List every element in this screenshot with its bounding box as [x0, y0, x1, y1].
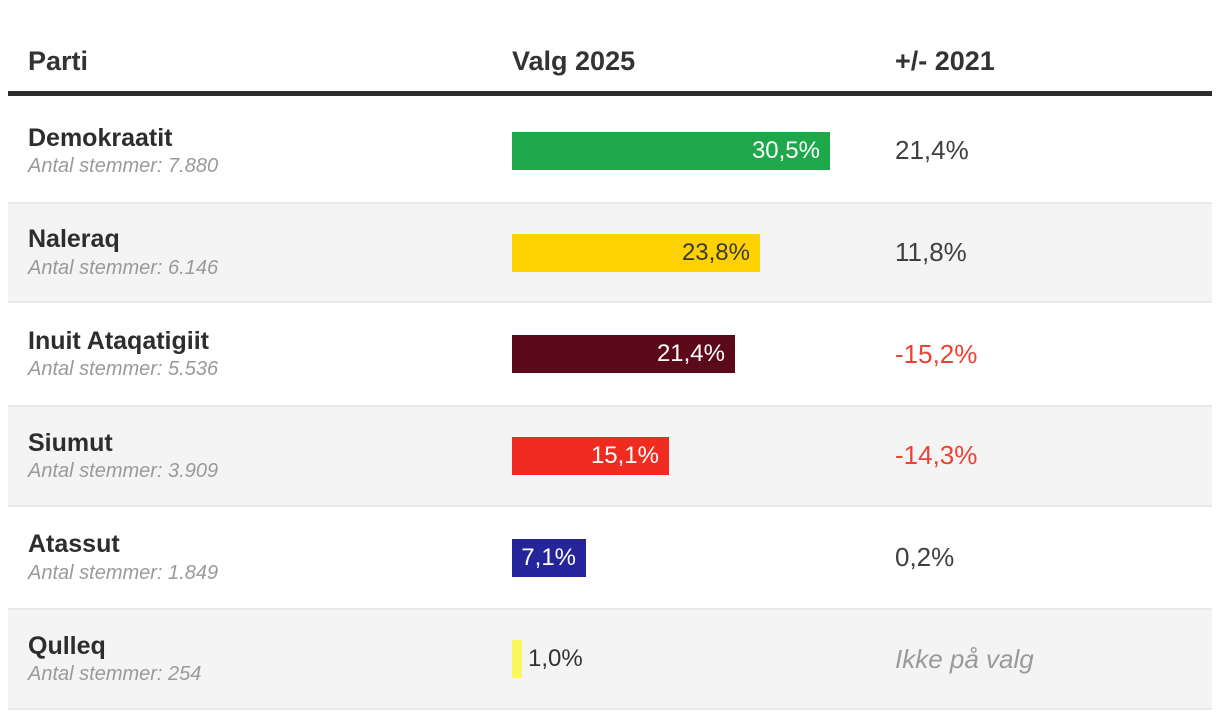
result-value: 15,1% [590, 441, 659, 469]
result-bar-cell: 30,5% [512, 131, 895, 170]
table-row: Inuit Ataqatigiit Antal stemmer: 5.536 2… [8, 303, 1212, 405]
party-name: Naleraq [28, 225, 120, 254]
delta-value: Ikke på valg [895, 643, 1034, 674]
table-row: Demokraatit Antal stemmer: 7.880 30,5% 2… [8, 100, 1212, 202]
result-bar-cell: 1,0% [512, 640, 895, 679]
party-name: Atassut [28, 530, 120, 559]
party-name: Demokraatit [28, 123, 173, 152]
result-bar-cell: 7,1% [512, 538, 895, 577]
result-value: 23,8% [681, 238, 750, 266]
delta-value: -14,3% [895, 440, 978, 471]
election-results-table: Parti Valg 2025 +/- 2021 Demokraatit Ant… [8, 0, 1212, 711]
result-bar-cell: 23,8% [512, 233, 895, 272]
party-cell: Demokraatit Antal stemmer: 7.880 [8, 123, 512, 177]
result-bar-cell: 21,4% [512, 335, 895, 374]
party-cell: Naleraq Antal stemmer: 6.146 [8, 226, 512, 278]
column-header-result: Valg 2025 [512, 46, 636, 76]
table-row: Qulleq Antal stemmer: 254 1,0% Ikke på v… [8, 608, 1212, 711]
table-row: Naleraq Antal stemmer: 6.146 23,8% 11,8% [8, 201, 1212, 304]
result-bar-cell: 15,1% [512, 436, 895, 475]
votes-count: Antal stemmer: 254 [28, 663, 202, 686]
result-bar [512, 640, 522, 679]
votes-count: Antal stemmer: 7.880 [28, 154, 219, 177]
party-cell: Siumut Antal stemmer: 3.909 [8, 430, 512, 482]
delta-value: 11,8% [895, 237, 967, 268]
table-header: Parti Valg 2025 +/- 2021 [8, 0, 1212, 96]
result-bar: 23,8% [512, 233, 760, 272]
party-cell: Qulleq Antal stemmer: 254 [8, 633, 512, 685]
result-bar: 15,1% [512, 436, 669, 475]
result-value: 21,4% [656, 340, 725, 368]
result-value-outside: 1,0% [528, 645, 583, 673]
delta-value: 0,2% [895, 542, 955, 573]
votes-count: Antal stemmer: 1.849 [28, 561, 219, 584]
result-value: 30,5% [751, 136, 820, 164]
delta-value: -15,2% [895, 338, 978, 369]
result-bar: 7,1% [512, 538, 586, 577]
votes-count: Antal stemmer: 3.909 [28, 460, 219, 483]
delta-value: 21,4% [895, 135, 969, 166]
table-row: Atassut Antal stemmer: 1.849 7,1% 0,2% [8, 507, 1212, 609]
party-name: Inuit Ataqatigiit [28, 327, 209, 356]
party-cell: Atassut Antal stemmer: 1.849 [8, 531, 512, 583]
party-name: Qulleq [28, 632, 106, 661]
votes-count: Antal stemmer: 5.536 [28, 358, 219, 381]
table-body: Demokraatit Antal stemmer: 7.880 30,5% 2… [8, 100, 1212, 711]
column-header-delta: +/- 2021 [895, 46, 995, 76]
votes-count: Antal stemmer: 6.146 [28, 256, 219, 279]
table-row: Siumut Antal stemmer: 3.909 15,1% -14,3% [8, 405, 1212, 507]
result-bar: 30,5% [512, 131, 830, 170]
result-value: 7,1% [521, 543, 576, 571]
column-header-party: Parti [28, 46, 89, 76]
party-name: Siumut [28, 428, 113, 457]
result-bar: 21,4% [512, 335, 735, 374]
party-cell: Inuit Ataqatigiit Antal stemmer: 5.536 [8, 328, 512, 380]
